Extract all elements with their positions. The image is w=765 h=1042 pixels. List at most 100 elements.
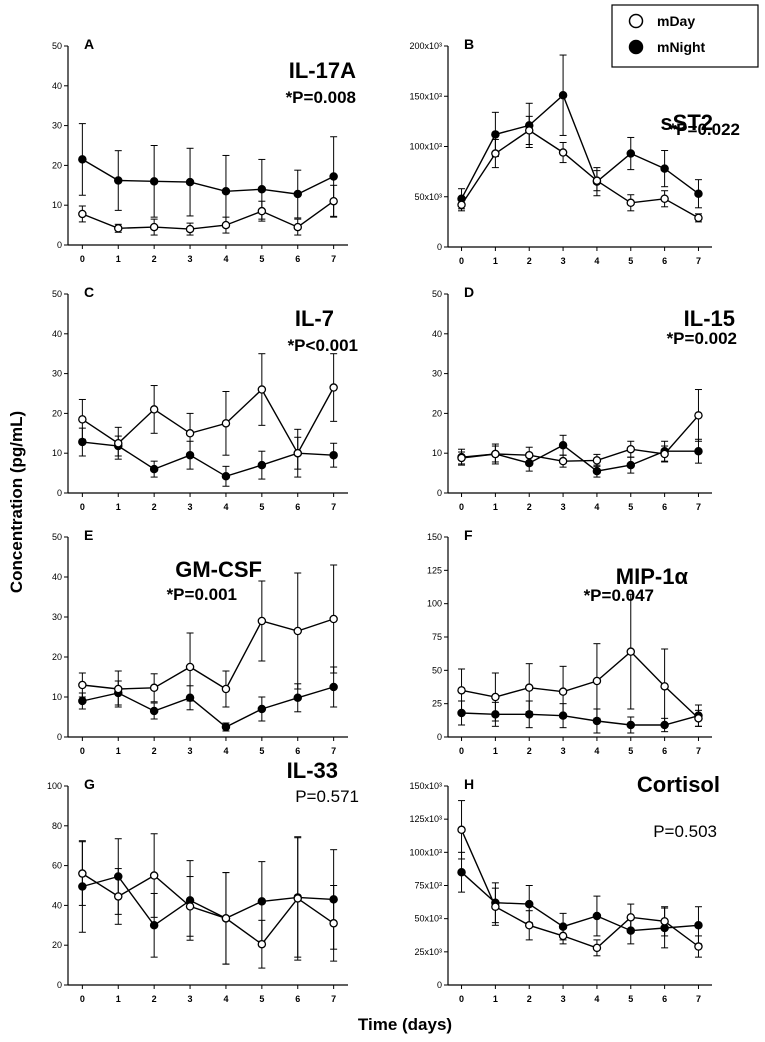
data-point xyxy=(694,921,703,930)
x-tick-label: 7 xyxy=(331,746,336,756)
y-tick-label: 150x10³ xyxy=(409,91,442,101)
data-point xyxy=(694,446,703,456)
data-point xyxy=(257,460,267,470)
series-line xyxy=(82,200,335,230)
data-point xyxy=(293,894,302,903)
panel-c: 0 10 20 30 40 50 0 1 2 3 4 5 6 7 C IL-7 *P<0.001 xyxy=(52,284,358,512)
data-point xyxy=(257,897,267,906)
data-point xyxy=(257,939,267,949)
x-tick-label: 0 xyxy=(80,502,85,512)
data-point xyxy=(114,176,123,185)
panel-title: sST2 xyxy=(660,110,713,135)
data-point xyxy=(293,693,302,703)
x-tick-label: 4 xyxy=(594,256,599,266)
y-tick-label: 100 xyxy=(47,781,62,791)
y-tick-label: 0 xyxy=(437,980,442,990)
data-point xyxy=(558,931,568,941)
data-point xyxy=(221,914,231,923)
panel-f: 0 25 50 75 100 125 150 0 1 2 3 4 5 6 7 F MIP-1α*P=0.047 xyxy=(427,527,712,756)
y-tick-label: 0 xyxy=(57,732,62,742)
y-tick-label: 10 xyxy=(52,692,62,702)
panel-title: GM-CSF xyxy=(175,557,262,582)
legend-label-mday: mDay xyxy=(657,13,695,29)
y-tick-label: 25 xyxy=(432,699,442,709)
x-tick-label: 3 xyxy=(561,502,566,512)
panel-letter: C xyxy=(84,284,94,300)
p-value: P=0.503 xyxy=(653,822,717,841)
x-tick-label: 2 xyxy=(152,746,157,756)
x-tick-label: 5 xyxy=(628,746,633,756)
y-tick-label: 75x10³ xyxy=(414,881,442,891)
x-tick-label: 5 xyxy=(259,994,264,1004)
data-point xyxy=(524,899,534,909)
y-tick-label: 20 xyxy=(52,940,62,950)
data-point xyxy=(185,902,195,911)
data-point xyxy=(185,662,195,672)
legend-filled-circle-icon xyxy=(628,39,644,55)
x-tick-label: 2 xyxy=(527,994,532,1004)
y-tick-label: 0 xyxy=(437,242,442,252)
y-tick-label: 20 xyxy=(52,408,62,418)
data-point xyxy=(221,419,231,428)
panel-letter: F xyxy=(464,527,473,543)
data-point xyxy=(293,626,302,636)
y-tick-label: 200x10³ xyxy=(409,41,442,51)
x-tick-label: 7 xyxy=(696,502,701,512)
x-tick-label: 3 xyxy=(188,746,193,756)
x-tick-label: 7 xyxy=(696,746,701,756)
panel-title: IL-7 xyxy=(295,306,334,331)
y-tick-label: 40 xyxy=(52,329,62,339)
data-point xyxy=(329,919,338,928)
data-point xyxy=(257,206,267,216)
y-tick-label: 10 xyxy=(432,448,442,458)
y-tick-label: 10 xyxy=(52,448,62,458)
y-tick-label: 20 xyxy=(52,160,62,170)
y-tick-label: 30 xyxy=(432,369,442,379)
series-line xyxy=(82,441,334,478)
series-mday xyxy=(457,800,703,958)
data-point xyxy=(491,149,500,158)
p-value: P=0.571 xyxy=(295,787,359,806)
panel-b: 0 50x10³ 100x10³ 150x10³ 200x10³ 0 1 2 3 4 5 6 7 BsST… xyxy=(409,36,740,266)
data-point xyxy=(694,189,703,198)
x-tick-label: 3 xyxy=(188,254,193,264)
data-point xyxy=(329,682,338,692)
x-tick-label: 6 xyxy=(662,994,667,1004)
data-point xyxy=(626,647,636,656)
data-point xyxy=(626,444,636,454)
y-tick-label: 0 xyxy=(57,240,62,250)
x-tick-label: 0 xyxy=(459,746,464,756)
x-tick-label: 7 xyxy=(331,254,336,264)
x-tick-label: 6 xyxy=(295,502,300,512)
data-point xyxy=(626,913,636,922)
x-tick-label: 4 xyxy=(223,254,228,264)
x-tick-label: 3 xyxy=(188,502,193,512)
data-point xyxy=(329,450,338,460)
data-point xyxy=(660,164,669,173)
data-point xyxy=(626,720,636,730)
legend-label-mnight: mNight xyxy=(657,39,706,55)
data-point xyxy=(457,453,466,463)
data-point xyxy=(694,714,703,723)
data-point xyxy=(114,438,123,448)
data-point xyxy=(329,383,338,392)
p-value: *P=0.001 xyxy=(167,585,237,604)
x-tick-label: 3 xyxy=(561,994,566,1004)
data-point xyxy=(558,687,568,696)
data-point xyxy=(185,177,195,187)
data-point xyxy=(558,90,568,100)
y-tick-label: 50 xyxy=(432,289,442,299)
p-value: *P=0.022 xyxy=(670,120,740,139)
data-point xyxy=(257,704,267,714)
panel-letter: E xyxy=(84,527,93,543)
data-point xyxy=(293,189,302,199)
x-tick-label: 5 xyxy=(259,254,264,264)
panel-title: IL-15 xyxy=(684,306,735,331)
series-line xyxy=(460,94,699,200)
data-point xyxy=(694,411,703,420)
data-point xyxy=(491,902,500,911)
data-point xyxy=(78,209,87,219)
y-tick-label: 100 xyxy=(427,599,442,609)
data-point xyxy=(592,676,602,686)
y-tick-label: 125 xyxy=(427,565,442,575)
